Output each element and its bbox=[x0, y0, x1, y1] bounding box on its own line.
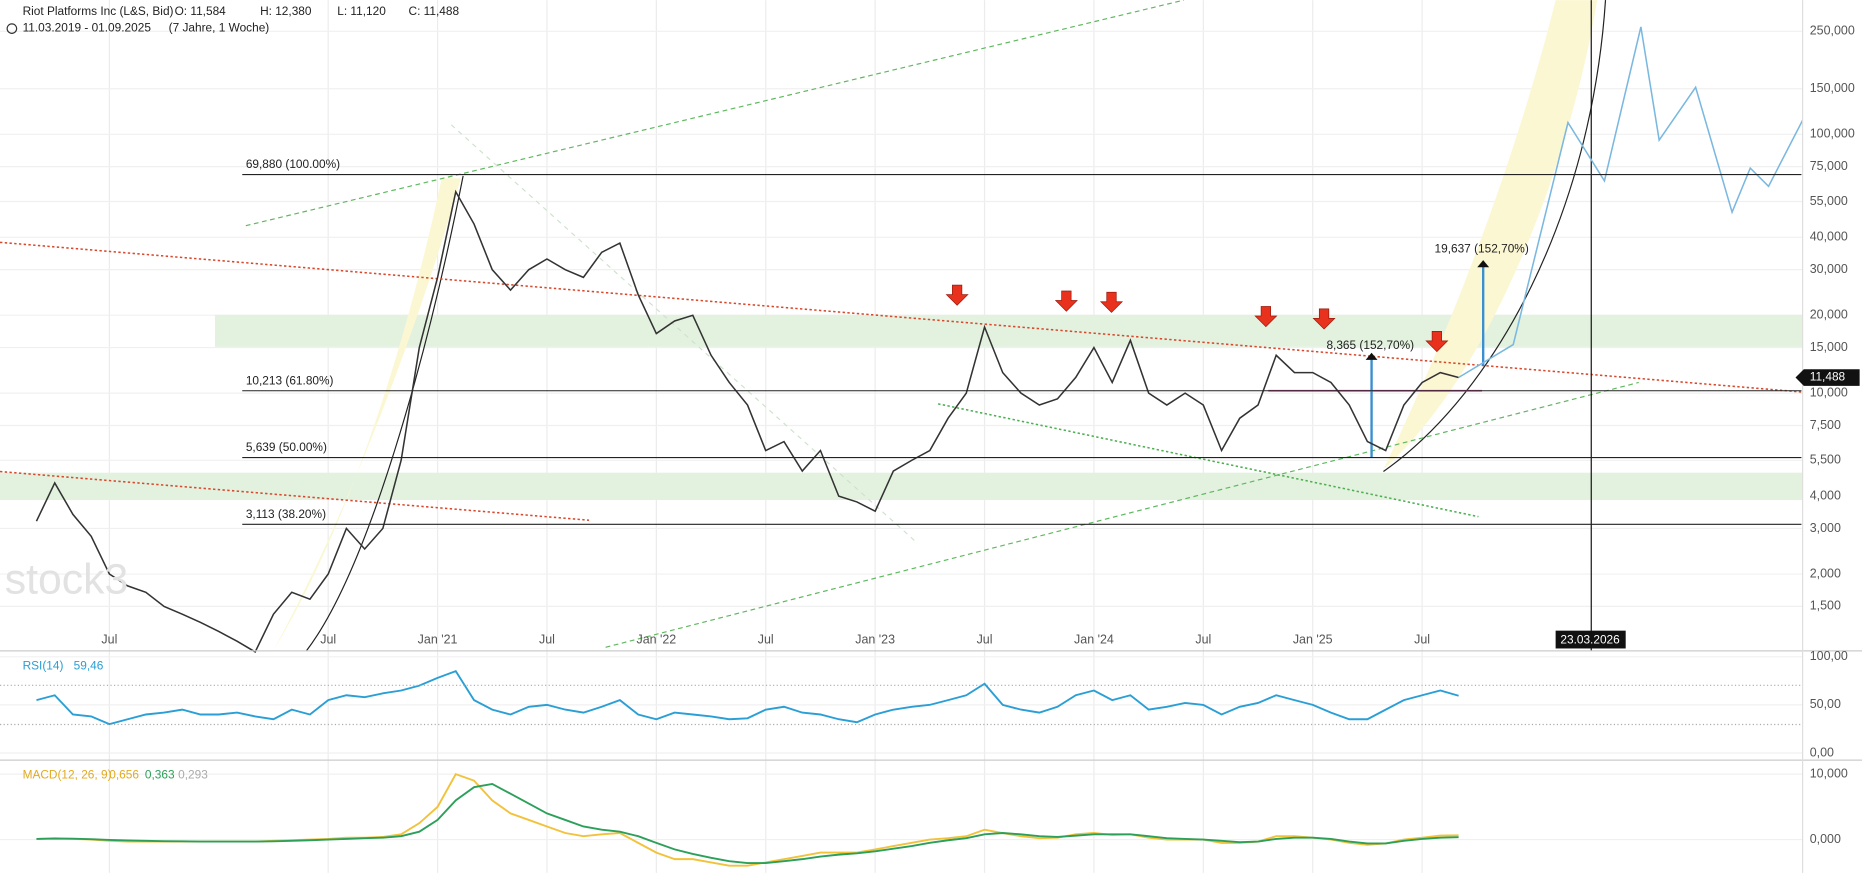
down-arrow bbox=[945, 284, 969, 306]
x-tick-label: Jul bbox=[320, 632, 336, 646]
x-tick-label: Jan '23 bbox=[855, 632, 895, 646]
y-tick-label: 7,500 bbox=[1810, 418, 1841, 432]
low: L: 11,120 bbox=[337, 4, 386, 18]
rsi-title: RSI(14) bbox=[23, 658, 64, 672]
trend-line bbox=[937, 403, 1479, 518]
drawings bbox=[0, 0, 1803, 652]
support-zone bbox=[0, 472, 1803, 501]
fib-label: 5,639 (50.00%) bbox=[246, 440, 327, 454]
y-tick-label: 15,000 bbox=[1810, 340, 1848, 354]
series-line bbox=[35, 189, 1459, 654]
open: O: 11,584 bbox=[175, 4, 227, 18]
parabola-area bbox=[1383, 0, 1598, 470]
trend-line bbox=[0, 470, 590, 521]
trend-line bbox=[0, 241, 1802, 393]
fib-label: 10,213 (61.80%) bbox=[246, 373, 334, 387]
down-arrow bbox=[1425, 331, 1449, 353]
signal-value: 0,363 bbox=[145, 768, 175, 782]
x-tick-label: Jul bbox=[539, 632, 555, 646]
arrow-head bbox=[1365, 352, 1378, 360]
macd-title: MACD(12, 26, 9) bbox=[23, 768, 112, 782]
y-tick-label: 0,000 bbox=[1810, 832, 1841, 846]
date-range: 11.03.2019 - 01.09.2025 bbox=[23, 21, 152, 35]
fib-label: 69,880 (100.00%) bbox=[246, 157, 340, 171]
close: C: 11,488 bbox=[409, 4, 460, 18]
series-line bbox=[36, 782, 1459, 864]
y-tick-label: 55,000 bbox=[1810, 194, 1848, 208]
y-tick-label: 2,000 bbox=[1810, 566, 1841, 580]
down-arrow bbox=[1099, 291, 1124, 313]
down-arrow bbox=[1254, 306, 1278, 328]
x-tick-label: Jan '22 bbox=[636, 632, 676, 646]
y-tick-label: 100,000 bbox=[1810, 127, 1855, 141]
macd-value: 0,656 bbox=[109, 768, 139, 782]
x-tick-label: Jul bbox=[977, 632, 993, 646]
y-tick-label: 30,000 bbox=[1810, 262, 1848, 276]
parabola bbox=[1383, 0, 1607, 473]
down-arrow bbox=[1054, 290, 1078, 312]
arrow-head bbox=[1477, 260, 1490, 268]
y-tick-label: 100,00 bbox=[1810, 649, 1848, 663]
high: H: 12,380 bbox=[260, 4, 312, 18]
series-line bbox=[36, 669, 1459, 726]
x-tick-label: Jan '24 bbox=[1074, 632, 1114, 646]
trend-line bbox=[245, 0, 1185, 227]
y-tick-label: 250,000 bbox=[1810, 24, 1855, 38]
date-tag bbox=[1555, 630, 1626, 649]
down-arrow bbox=[1312, 308, 1336, 330]
x-tick-label: Jul bbox=[758, 632, 774, 646]
y-tick-label: 0,00 bbox=[1810, 745, 1834, 759]
histogram-value: 0,293 bbox=[178, 768, 208, 782]
labels: Jul Jul Jan '21 Jul Jan '22 Jul Jan '23 Jul Jan … bbox=[101, 24, 1860, 846]
x-tick-label: Jul bbox=[101, 632, 117, 646]
clock-icon bbox=[6, 23, 18, 34]
measure-label: 8,365 (152,70%) bbox=[1326, 338, 1414, 352]
price-tag-label: 11,488 bbox=[1810, 370, 1846, 384]
resistance-zone bbox=[214, 314, 1803, 347]
date-span: (7 Jahre, 1 Woche) bbox=[169, 21, 270, 35]
rsi-value: 59,46 bbox=[74, 658, 104, 672]
x-tick-label: Jan '25 bbox=[1293, 632, 1333, 646]
x-tick-label: Jul bbox=[1414, 632, 1430, 646]
y-tick-label: 3,000 bbox=[1810, 521, 1841, 535]
y-tick-label: 50,00 bbox=[1810, 697, 1841, 711]
series-line bbox=[36, 772, 1459, 867]
measure-label: 19,637 (152,70%) bbox=[1435, 242, 1529, 256]
y-tick-label: 5,500 bbox=[1810, 453, 1841, 467]
y-tick-label: 4,000 bbox=[1810, 488, 1841, 502]
parabola-area bbox=[273, 178, 461, 651]
fib-label: 3,113 (38.20%) bbox=[246, 507, 326, 521]
marks bbox=[35, 26, 1806, 867]
y-tick-label: 150,000 bbox=[1810, 81, 1855, 95]
y-tick-label: 40,000 bbox=[1810, 230, 1848, 244]
y-tick-label: 20,000 bbox=[1810, 308, 1848, 322]
y-tick-label: 10,000 bbox=[1810, 385, 1848, 399]
watermark: stock3 bbox=[5, 555, 129, 603]
price-tag bbox=[1795, 369, 1860, 386]
y-tick-label: 75,000 bbox=[1810, 159, 1848, 173]
date-tag-label: 23.03.2026 bbox=[1560, 632, 1620, 646]
y-tick-label: 1,500 bbox=[1810, 599, 1841, 613]
x-tick-label: Jul bbox=[1195, 632, 1211, 646]
parabola bbox=[305, 175, 464, 652]
y-tick-label: 10,000 bbox=[1810, 766, 1848, 780]
x-tick-label: Jan '21 bbox=[418, 632, 458, 646]
trend-line bbox=[605, 381, 1639, 648]
symbol: Riot Platforms Inc (L&S, Bid) bbox=[23, 4, 174, 18]
axis-background bbox=[1802, 0, 1862, 873]
signal-arrows bbox=[945, 284, 1449, 353]
